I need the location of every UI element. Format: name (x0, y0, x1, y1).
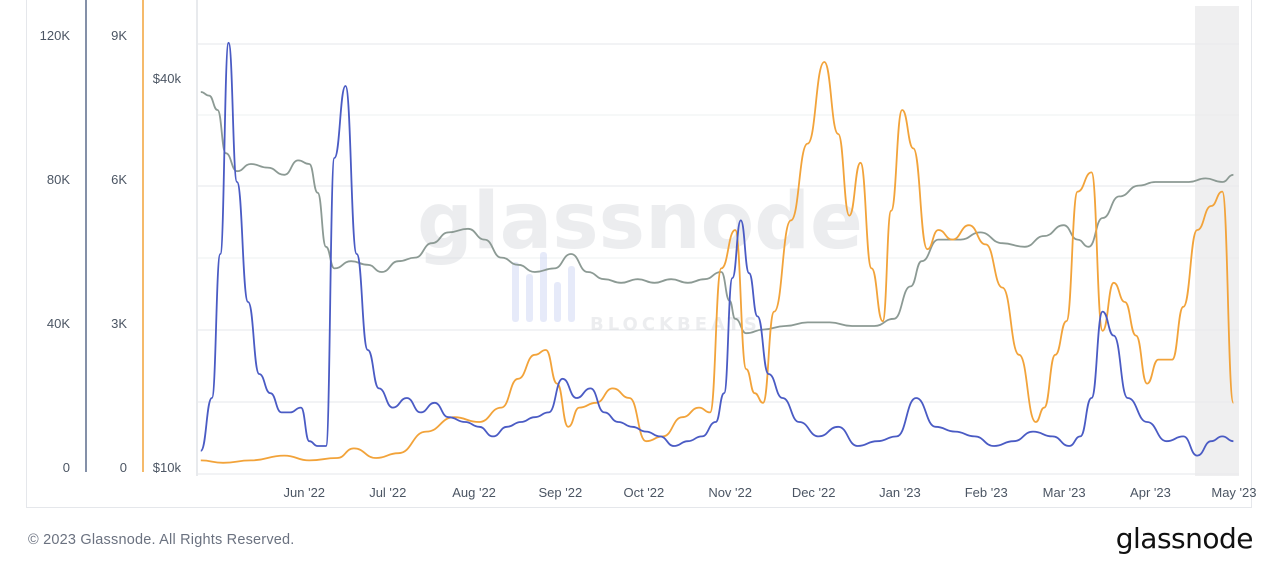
series-grey-line (200, 91, 1234, 335)
x-tick-label: Feb '23 (965, 485, 1008, 500)
blockbeats-logo (512, 252, 575, 322)
copyright-text: © 2023 Glassnode. All Rights Reserved. (28, 532, 295, 548)
axis2-tick-label: 9K (111, 28, 127, 43)
axis1-tick-label: 0 (63, 460, 70, 475)
x-tick-label: Jul '22 (369, 485, 406, 500)
x-tick-label: Dec '22 (792, 485, 836, 500)
chart: glassnode BLOCKBEATS 0 40K 80K 120K 0 3K 6K 9K $… (40, 0, 1257, 500)
recent-data-shade (1195, 6, 1239, 476)
x-tick-label: Nov '22 (708, 485, 752, 500)
series-blue-line (199, 41, 1234, 457)
axis2-tick-label: 0 (120, 460, 127, 475)
axis2-tick-label: 3K (111, 316, 127, 331)
x-axis-ticks: Jun '22 Jul '22 Aug '22 Sep '22 Oct '22 Nov '… (284, 485, 1257, 500)
axis3-tick-label: $10k (153, 460, 182, 475)
watermark-text: glassnode (417, 177, 863, 267)
x-tick-label: Sep '22 (539, 485, 583, 500)
axis2-tick-label: 6K (111, 172, 127, 187)
x-tick-label: May '23 (1211, 485, 1256, 500)
x-tick-label: Oct '22 (623, 485, 664, 500)
axis1-tick-label: 80K (47, 172, 70, 187)
chart-frame (26, 0, 1252, 508)
glassnode-logo: glassnode (1115, 522, 1254, 555)
x-tick-label: Jan '23 (879, 485, 921, 500)
x-tick-label: Aug '22 (452, 485, 496, 500)
axis3-tick-label: $40k (153, 71, 182, 86)
watermark-sub-text: BLOCKBEATS (590, 314, 761, 335)
series-orange-line (200, 61, 1235, 464)
x-tick-label: Jun '22 (284, 485, 326, 500)
x-tick-label: Apr '23 (1130, 485, 1171, 500)
series-layer (199, 41, 1235, 464)
axis1-tick-label: 40K (47, 316, 70, 331)
gridlines (198, 43, 1239, 475)
axis1-tick-label: 120K (40, 28, 71, 43)
x-tick-label: Mar '23 (1043, 485, 1086, 500)
y-axis-ticks: 0 40K 80K 120K 0 3K 6K 9K $10k $40k (40, 28, 182, 475)
